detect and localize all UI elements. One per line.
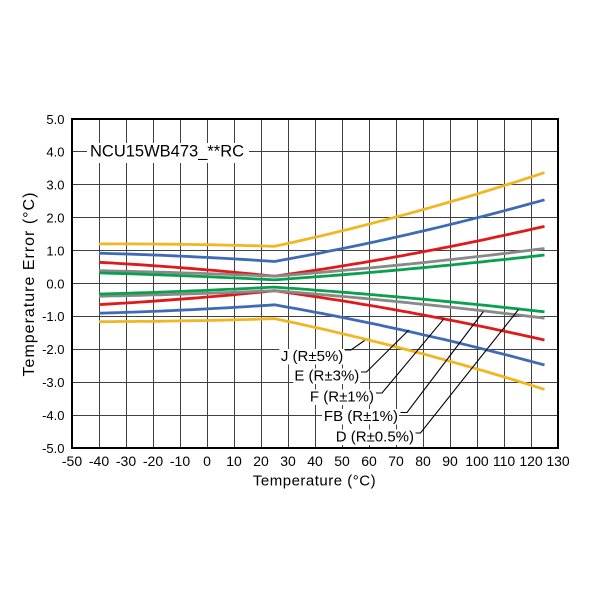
svg-text:100: 100 bbox=[465, 453, 489, 469]
svg-text:-40: -40 bbox=[89, 453, 109, 469]
svg-text:2.0: 2.0 bbox=[46, 211, 64, 226]
svg-text:0: 0 bbox=[203, 453, 211, 469]
svg-text:1.0: 1.0 bbox=[46, 243, 64, 258]
svg-text:40: 40 bbox=[307, 453, 323, 469]
svg-text:80: 80 bbox=[415, 453, 431, 469]
svg-text:FB (R±1%): FB (R±1%) bbox=[324, 408, 398, 425]
svg-text:-3.0: -3.0 bbox=[42, 375, 64, 390]
svg-text:-10: -10 bbox=[170, 453, 190, 469]
svg-text:J (R±5%): J (R±5%) bbox=[281, 348, 343, 365]
svg-text:Temperature Error (°C): Temperature Error (°C) bbox=[21, 192, 38, 377]
svg-text:3.0: 3.0 bbox=[46, 178, 64, 193]
svg-text:20: 20 bbox=[253, 453, 269, 469]
svg-text:70: 70 bbox=[388, 453, 404, 469]
svg-text:-2.0: -2.0 bbox=[42, 342, 64, 357]
svg-text:90: 90 bbox=[442, 453, 458, 469]
svg-text:0.0: 0.0 bbox=[46, 276, 64, 291]
svg-text:-1.0: -1.0 bbox=[42, 309, 64, 324]
svg-text:30: 30 bbox=[280, 453, 296, 469]
svg-text:-4.0: -4.0 bbox=[42, 408, 64, 423]
svg-text:5.0: 5.0 bbox=[46, 112, 64, 127]
svg-text:-5.0: -5.0 bbox=[42, 441, 64, 456]
svg-text:E (R±3%): E (R±3%) bbox=[294, 368, 359, 385]
svg-text:50: 50 bbox=[334, 453, 350, 469]
svg-text:-50: -50 bbox=[62, 453, 82, 469]
svg-text:NCU15WB473_**RC: NCU15WB473_**RC bbox=[90, 143, 244, 161]
svg-text:F (R±1%): F (R±1%) bbox=[310, 389, 374, 406]
svg-text:110: 110 bbox=[493, 453, 516, 469]
svg-text:4.0: 4.0 bbox=[46, 145, 64, 160]
svg-text:Temperature (°C): Temperature (°C) bbox=[253, 472, 376, 489]
svg-text:-30: -30 bbox=[116, 453, 136, 469]
svg-text:60: 60 bbox=[361, 453, 377, 469]
svg-text:10: 10 bbox=[226, 453, 242, 469]
svg-text:D (R±0.5%): D (R±0.5%) bbox=[336, 429, 414, 446]
svg-text:130: 130 bbox=[546, 453, 570, 469]
svg-text:-20: -20 bbox=[143, 453, 163, 469]
svg-text:120: 120 bbox=[519, 453, 543, 469]
